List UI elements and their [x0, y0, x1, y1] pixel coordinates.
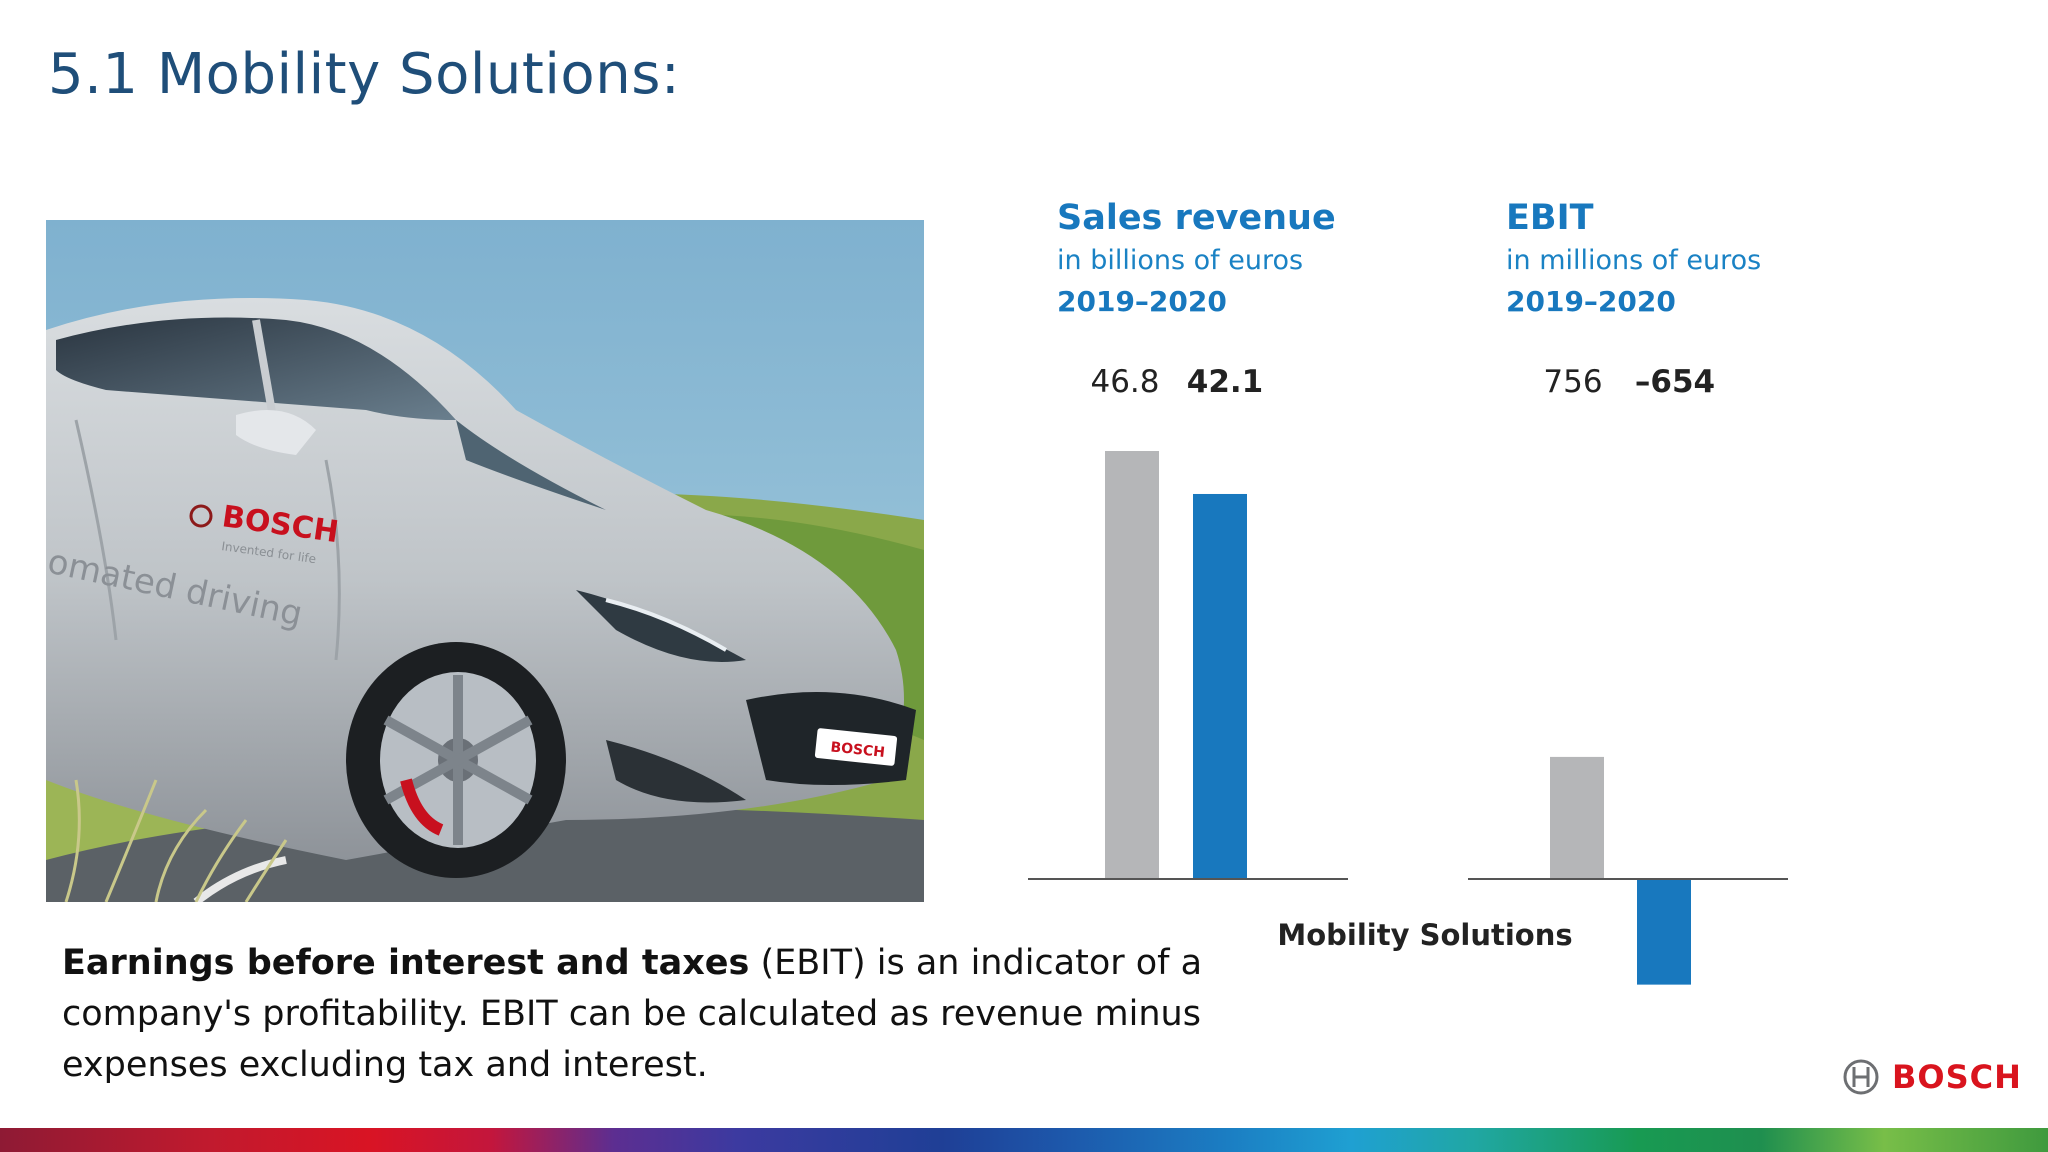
- sales-chart-title: Sales revenue: [1057, 198, 1336, 238]
- ebit-chart-title: EBIT: [1506, 198, 1594, 238]
- ebit-chart-header: EBIT in millions of euros 2019–2020: [1506, 196, 1761, 322]
- sales-bar-2019: [1105, 451, 1159, 879]
- bar-charts: 46.8 42.1 756 –654 Mobility Solutions: [1028, 364, 1788, 985]
- car-photo: BOSCH BOSCH Invented for life omated dri…: [46, 220, 924, 902]
- brand-name: BOSCH: [1892, 1058, 2022, 1096]
- charts-footer-label: Mobility Solutions: [1277, 918, 1572, 952]
- ebit-value-label-2019: 756: [1543, 364, 1602, 400]
- sales-value-label-2020: 42.1: [1187, 364, 1264, 400]
- caption-text: (EBIT) is an indicator of a company's pr…: [62, 943, 1203, 1085]
- caption-bold: Earnings before interest and taxes: [62, 943, 750, 983]
- ebit-value-label-2020: –654: [1635, 364, 1715, 400]
- sales-chart-header: Sales revenue in billions of euros 2019–…: [1057, 196, 1336, 322]
- ebit-bar-2019: [1550, 756, 1604, 879]
- ebit-caption: Earnings before interest and taxes (EBIT…: [62, 938, 1212, 1091]
- sales-value-label-2019: 46.8: [1090, 364, 1159, 400]
- sales-chart-subtitle: in billions of euros: [1057, 245, 1304, 276]
- ebit-chart-subtitle: in millions of euros: [1506, 245, 1762, 276]
- brand-footer: BOSCH: [1842, 1055, 2022, 1099]
- sales-bar-2020: [1193, 493, 1247, 879]
- bosch-logo-icon: [1843, 1059, 1879, 1095]
- color-band: [0, 1128, 2048, 1152]
- ebit-chart-period: 2019–2020: [1506, 285, 1676, 318]
- sales-chart-period: 2019–2020: [1057, 285, 1227, 318]
- slide-title: 5.1 Mobility Solutions:: [48, 42, 681, 107]
- ebit-bar-2020: [1637, 879, 1691, 985]
- plate-text: BOSCH: [830, 739, 886, 761]
